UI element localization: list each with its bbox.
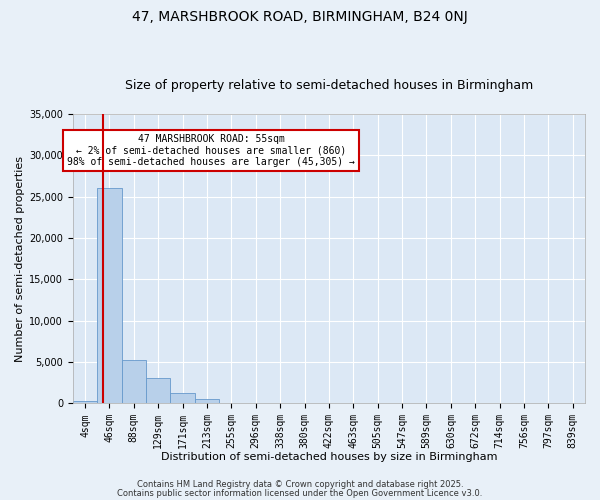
Text: Contains public sector information licensed under the Open Government Licence v3: Contains public sector information licen… [118,488,482,498]
Text: 47, MARSHBROOK ROAD, BIRMINGHAM, B24 0NJ: 47, MARSHBROOK ROAD, BIRMINGHAM, B24 0NJ [132,10,468,24]
Bar [97,188,122,404]
X-axis label: Distribution of semi-detached houses by size in Birmingham: Distribution of semi-detached houses by … [161,452,497,462]
Bar [146,378,170,404]
Title: Size of property relative to semi-detached houses in Birmingham: Size of property relative to semi-detach… [125,79,533,92]
Text: Contains HM Land Registry data © Crown copyright and database right 2025.: Contains HM Land Registry data © Crown c… [137,480,463,489]
Y-axis label: Number of semi-detached properties: Number of semi-detached properties [15,156,25,362]
Text: 47 MARSHBROOK ROAD: 55sqm
← 2% of semi-detached houses are smaller (860)
98% of : 47 MARSHBROOK ROAD: 55sqm ← 2% of semi-d… [67,134,355,168]
Bar [195,399,219,404]
Bar [170,394,195,404]
Bar [122,360,146,404]
Bar [73,401,97,404]
Bar [219,402,244,404]
